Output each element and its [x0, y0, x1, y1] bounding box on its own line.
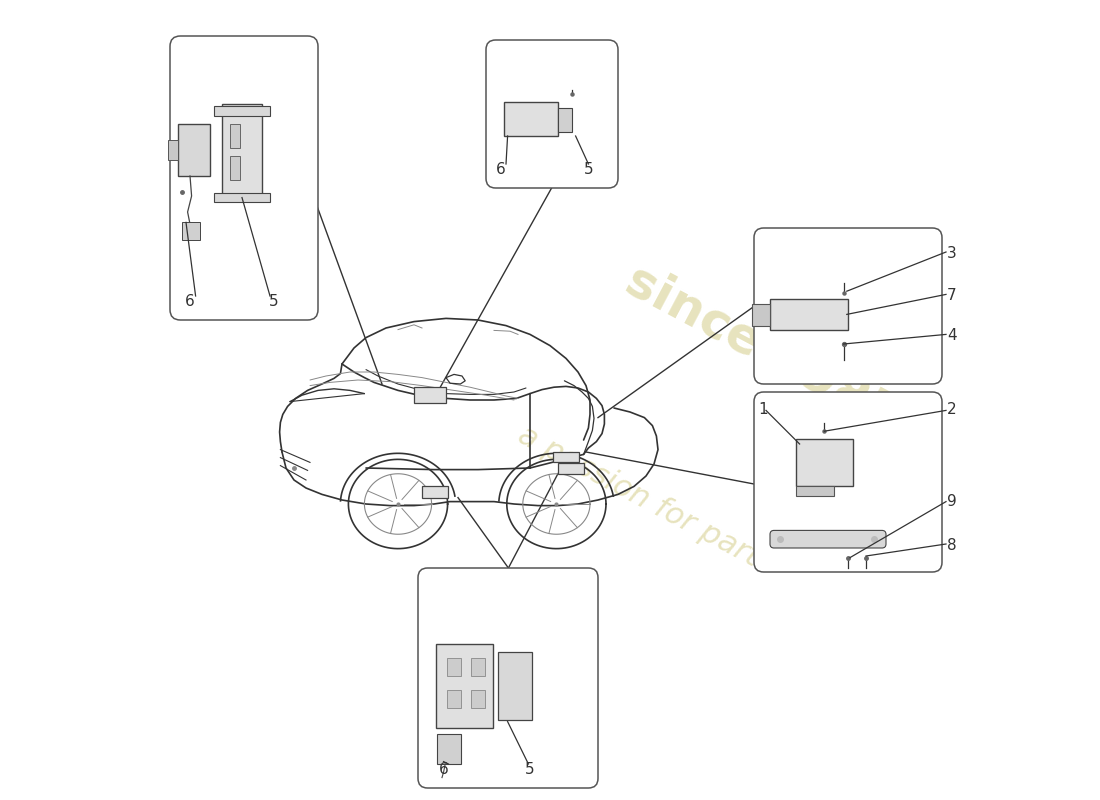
- Text: a passion for parts: a passion for parts: [514, 420, 779, 580]
- Text: 3: 3: [947, 246, 957, 261]
- Bar: [178, 124, 210, 176]
- FancyBboxPatch shape: [418, 568, 598, 788]
- Bar: [437, 734, 461, 764]
- Bar: [770, 299, 848, 330]
- Bar: [558, 108, 572, 132]
- Bar: [447, 690, 461, 708]
- Bar: [553, 452, 579, 462]
- Bar: [436, 644, 493, 728]
- Bar: [230, 156, 240, 180]
- Text: 7: 7: [947, 288, 956, 303]
- Bar: [422, 486, 448, 498]
- FancyBboxPatch shape: [486, 40, 618, 188]
- FancyBboxPatch shape: [770, 530, 886, 548]
- Bar: [504, 102, 558, 136]
- Bar: [414, 387, 446, 403]
- Bar: [795, 439, 854, 486]
- Bar: [471, 658, 485, 676]
- Bar: [230, 124, 240, 148]
- FancyBboxPatch shape: [170, 36, 318, 320]
- Bar: [222, 104, 262, 196]
- Text: 5: 5: [584, 162, 593, 177]
- Text: 1: 1: [758, 402, 768, 417]
- Text: 6: 6: [495, 162, 505, 177]
- Bar: [168, 140, 178, 160]
- Bar: [498, 652, 531, 720]
- Text: 5: 5: [525, 762, 535, 777]
- Bar: [558, 463, 584, 474]
- Bar: [447, 658, 461, 676]
- Text: 6: 6: [439, 762, 449, 777]
- FancyBboxPatch shape: [754, 392, 942, 572]
- Text: since 1985: since 1985: [617, 256, 906, 440]
- FancyBboxPatch shape: [754, 228, 942, 384]
- Text: 4: 4: [947, 328, 956, 343]
- Bar: [214, 106, 270, 116]
- Bar: [182, 222, 199, 240]
- Text: 9: 9: [947, 494, 957, 510]
- Bar: [471, 690, 485, 708]
- Text: 8: 8: [947, 538, 956, 553]
- Text: 2: 2: [947, 402, 956, 417]
- Text: 6: 6: [185, 294, 195, 309]
- Bar: [752, 304, 770, 326]
- Bar: [214, 193, 270, 202]
- Text: 5: 5: [270, 294, 278, 309]
- Bar: [795, 486, 834, 496]
